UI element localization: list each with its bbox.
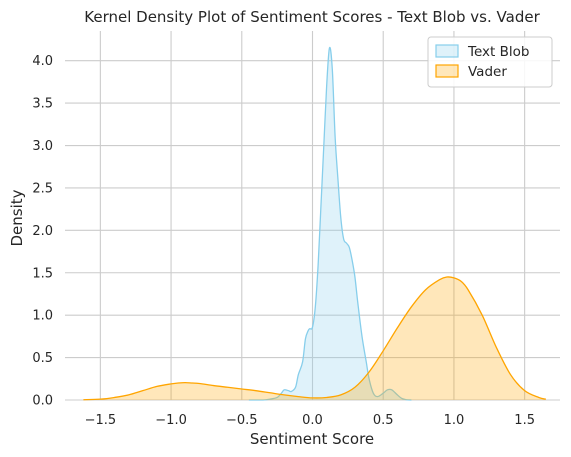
legend-label-vader: Vader bbox=[468, 64, 507, 80]
text-blob-density-fill bbox=[248, 47, 412, 401]
x-tick-label: −1.5 bbox=[85, 413, 117, 428]
x-tick-label: −0.5 bbox=[226, 413, 258, 428]
y-tick-label: 0.0 bbox=[32, 394, 53, 409]
y-axis-title: Density bbox=[8, 189, 26, 246]
chart-title: Kernel Density Plot of Sentiment Scores … bbox=[84, 8, 540, 26]
legend: Text Blob Vader bbox=[427, 36, 553, 88]
vader-density-line bbox=[83, 276, 547, 401]
y-tick-label: 3.5 bbox=[32, 97, 53, 112]
grid-lines bbox=[65, 31, 560, 401]
y-tick-label: 3.0 bbox=[32, 139, 53, 154]
y-tick-label: 0.5 bbox=[32, 351, 53, 366]
legend-label-text-blob: Text Blob bbox=[467, 44, 529, 60]
x-axis-title: Sentiment Score bbox=[250, 430, 374, 448]
x-tick-label: 0.5 bbox=[373, 413, 394, 428]
legend-swatch-text-blob bbox=[435, 44, 459, 58]
x-tick-label: 1.5 bbox=[514, 413, 535, 428]
text-blob-density-line bbox=[248, 46, 412, 401]
y-tick-label: 2.5 bbox=[32, 181, 53, 196]
x-tick-label: 1.0 bbox=[444, 413, 465, 428]
y-tick-labels: 0.0 0.5 1.0 1.5 2.0 2.5 3.0 3.5 4.0 bbox=[32, 54, 53, 408]
x-tick-label: −1.0 bbox=[155, 413, 187, 428]
y-tick-label: 1.5 bbox=[32, 266, 53, 281]
x-tick-labels: −1.5 −1.0 −0.5 0.0 0.5 1.0 1.5 bbox=[85, 413, 535, 428]
y-tick-label: 4.0 bbox=[32, 54, 53, 69]
vader-density-fill bbox=[83, 276, 546, 400]
x-tick-label: 0.0 bbox=[302, 413, 323, 428]
density-areas bbox=[83, 46, 547, 401]
legend-box bbox=[427, 36, 553, 88]
y-tick-label: 1.0 bbox=[32, 309, 53, 324]
y-tick-label: 2.0 bbox=[32, 224, 53, 239]
legend-swatch-vader bbox=[435, 64, 459, 78]
